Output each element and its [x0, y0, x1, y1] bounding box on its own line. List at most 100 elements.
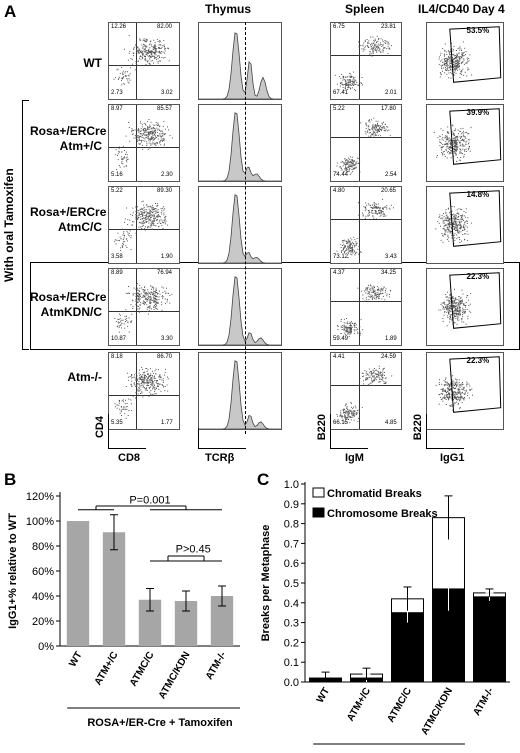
y-tick-label: 0.4 — [284, 598, 299, 610]
y-tick-label: 60% — [32, 566, 54, 578]
tcrb-dashed-line — [245, 22, 246, 434]
quadrant-ll-value: 74.44 — [333, 172, 349, 178]
cd4-label: CD4 — [94, 416, 106, 439]
b220-igm-plot: 6.75 23.81 67.41 2.01 — [330, 22, 402, 100]
quadrant-ll-value: 73.12 — [333, 254, 349, 260]
y-tick-label: 0% — [38, 641, 54, 653]
b220-igm-plot: 5.22 17.80 74.44 2.54 — [330, 104, 402, 182]
row-label-atm-kdn-c: Rosa+/ERCre AtmKDN/C — [30, 290, 107, 319]
igg1-gate-percent: 14.8% — [466, 190, 490, 199]
igg1-gate-percent: 39.9% — [466, 108, 490, 117]
quadrant-ul-value: 4.41 — [333, 354, 345, 360]
quadrant-ul-value: 8.89 — [111, 270, 123, 276]
quadrant-ul-value: 8.97 — [111, 106, 123, 112]
bar — [210, 596, 234, 646]
bar — [66, 521, 90, 646]
y-tick-label: 0.3 — [284, 618, 299, 630]
p-value-annotation: P=0.001 — [129, 495, 170, 507]
category-label: ATM-/- — [471, 686, 496, 718]
category-label: WT — [315, 686, 332, 705]
panel-b-letter: B — [4, 470, 17, 489]
row-label-atm-null: Atm-/- — [67, 370, 102, 384]
quadrant-ul-value: 4.37 — [333, 270, 345, 276]
bar — [138, 599, 162, 646]
quadrant-ll-value: 5.35 — [111, 420, 123, 426]
panel-a-letter: A — [4, 2, 17, 21]
quadrant-lr-value: 2.54 — [385, 172, 397, 178]
y-tick-label: 0.9 — [284, 499, 299, 511]
quadrant-lr-value: 2.30 — [161, 172, 173, 178]
bar — [102, 532, 126, 646]
category-label: ATMC/C — [128, 650, 157, 689]
b220-igm-plot: 4.80 20.65 73.12 3.43 — [330, 186, 402, 264]
row-label-wt: WT — [83, 56, 102, 70]
quadrant-ur-value: 89.30 — [157, 188, 173, 194]
quadrant-lr-value: 1.90 — [161, 254, 173, 260]
category-label: ATMC/C — [386, 686, 415, 725]
tcrb-histogram — [198, 352, 282, 430]
category-label: ATM+/C — [93, 650, 121, 687]
bar — [174, 601, 198, 646]
b220-igm-arrow-h — [330, 448, 368, 449]
y-tick-label: 0.6 — [284, 558, 299, 570]
quadrant-ll-value: 66.15 — [333, 420, 349, 426]
tcrb-histogram — [198, 104, 282, 182]
legend-label-chromosome: Chromosome Breaks — [327, 508, 438, 520]
b220-igg1-plot: 39.9% — [426, 104, 504, 182]
y-tick-label: 80% — [32, 541, 54, 553]
tcrb-arrow — [198, 448, 246, 449]
y-tick-label: 1.0 — [284, 479, 299, 491]
quadrant-lr-value: 2.01 — [385, 90, 397, 96]
quadrant-ll-value: 3.58 — [111, 254, 123, 260]
quadrant-ul-value: 12.26 — [111, 24, 127, 30]
tamoxifen-label: With oral Tamoxifen — [2, 168, 16, 282]
tcrb-histogram — [198, 268, 282, 346]
panel-b-chart: 0% 20% 40% 60% 80% 100% 120% IgG1+% relative to… — [7, 491, 240, 729]
legend-swatch-chromatid — [312, 487, 325, 498]
y-tick-label: 120% — [26, 491, 54, 503]
b220-igg1-arrow-v — [426, 414, 427, 448]
quadrant-lr-value: 1.77 — [161, 420, 173, 426]
b220-label-b: B220 — [412, 414, 424, 441]
bar-chromosome-breaks — [391, 612, 424, 683]
quadrant-ur-value: 20.65 — [381, 188, 397, 194]
category-label: ATM-/- — [204, 650, 229, 682]
quadrant-ll-value: 10.87 — [111, 336, 127, 342]
category-label: WT — [67, 650, 84, 669]
tcrb-arrow-v — [198, 428, 199, 448]
y-tick-label: 40% — [32, 591, 54, 603]
quadrant-lr-value: 3.43 — [385, 254, 397, 260]
quadrant-ul-value: 5.22 — [333, 106, 345, 112]
quadrant-lr-value: 4.85 — [385, 420, 397, 426]
y-tick-label: 0.0 — [284, 677, 299, 689]
category-label: ATMC/KDN — [157, 650, 193, 701]
header-il4cd40: IL4/CD40 Day 4 — [418, 2, 505, 16]
quadrant-ur-value: 82.00 — [157, 24, 173, 30]
y-tick-label: 20% — [32, 616, 54, 628]
header-spleen: Spleen — [345, 2, 385, 16]
y-tick-label: 0.7 — [284, 538, 299, 550]
quadrant-lr-value: 3.02 — [161, 90, 173, 96]
igg1-gate-percent: 22.3% — [466, 272, 490, 281]
quadrant-ll-value: 67.41 — [333, 90, 349, 96]
cd8-arrow — [108, 448, 146, 449]
b220-igm-arrow-v — [330, 414, 331, 448]
row-label-atm-plus-c: Rosa+/ERCre Atm+/C — [30, 124, 107, 153]
y-tick-label: 0.1 — [284, 657, 299, 669]
cd4-cd8-plot: 5.22 89.30 3.58 1.90 — [108, 186, 180, 264]
b220-igm-plot: 4.41 24.59 66.15 4.85 — [330, 352, 402, 430]
quadrant-ul-value: 6.75 — [333, 24, 345, 30]
p-value-annotation: P>0.45 — [176, 543, 211, 555]
y-tick-label: 0.8 — [284, 519, 299, 531]
b220-igg1-plot: 53.5% — [426, 22, 504, 100]
legend-label-chromatid: Chromatid Breaks — [327, 488, 422, 500]
quadrant-lr-value: 3.30 — [161, 336, 173, 342]
quadrant-ur-value: 23.81 — [381, 24, 397, 30]
igg1-gate-percent: 22.3% — [466, 356, 490, 365]
igg1-label: IgG1 — [440, 452, 465, 464]
b220-igm-plot: 4.37 34.25 59.49 1.89 — [330, 268, 402, 346]
y-tick-label: 0.2 — [284, 637, 299, 649]
igg1-gate-percent: 53.5% — [466, 26, 490, 35]
tamoxifen-bracket — [22, 100, 29, 350]
quadrant-ul-value: 8.18 — [111, 354, 123, 360]
